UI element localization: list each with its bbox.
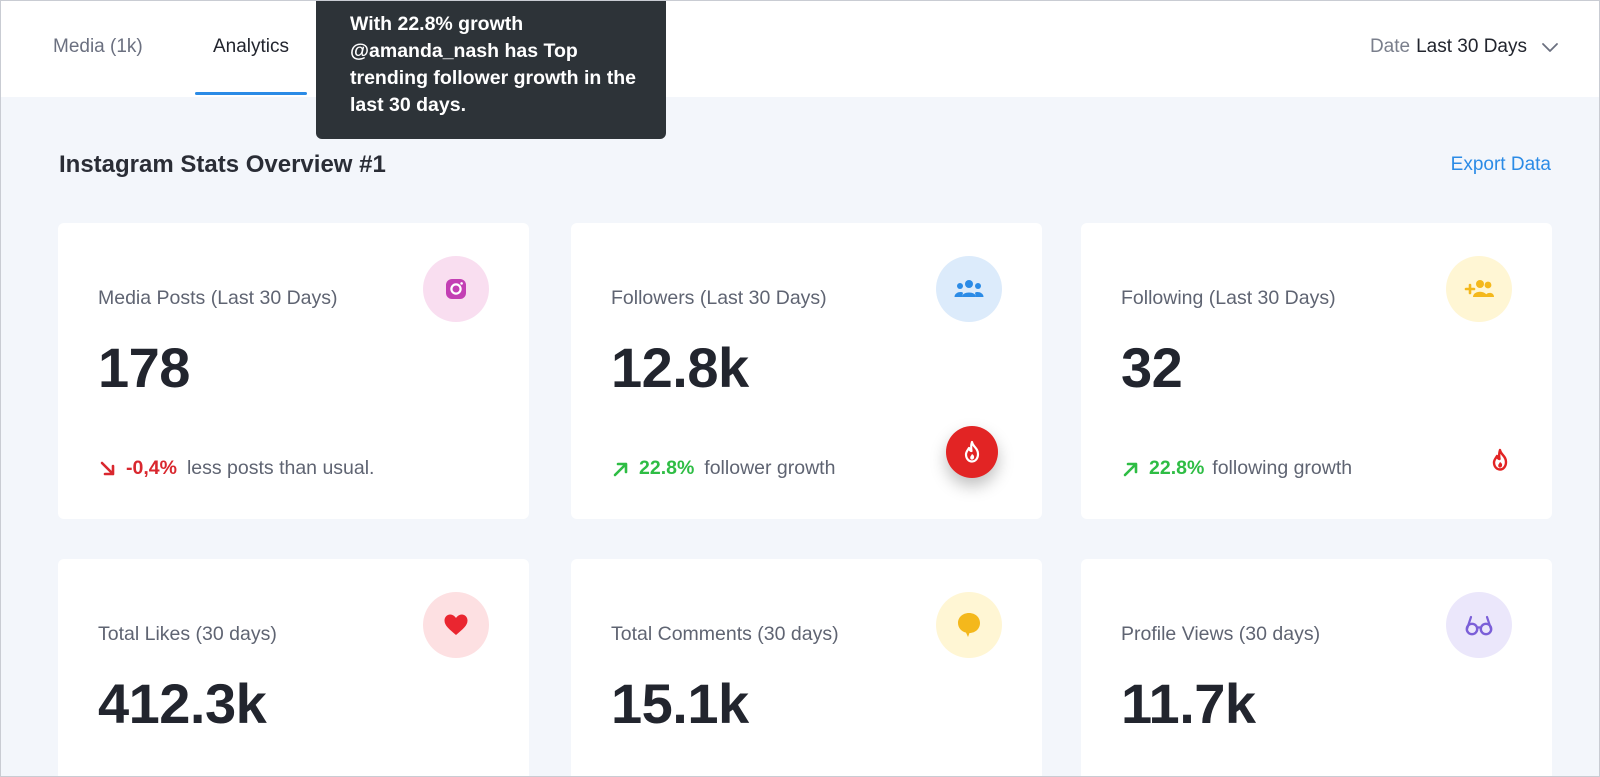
stat-value: 412.3k xyxy=(98,672,267,735)
date-filter-dropdown[interactable]: Date Last 30 Days xyxy=(1370,31,1559,63)
stat-value: 32 xyxy=(1121,336,1183,399)
trend-percent: 22.8% xyxy=(1149,457,1205,479)
stat-label: Following (Last 30 Days) xyxy=(1121,287,1336,309)
glasses-icon xyxy=(1446,592,1512,658)
trending-fire-button[interactable] xyxy=(946,426,998,478)
growth-tooltip: With 22.8% growth @amanda_nash has Top t… xyxy=(316,1,666,139)
stat-trend: -0,4% less posts than usual. xyxy=(98,457,374,480)
tab-analytics[interactable]: Analytics xyxy=(195,1,307,97)
export-data-link[interactable]: Export Data xyxy=(1450,154,1551,175)
top-bar: Media (1k) Analytics Date Last 30 Days xyxy=(1,1,1599,97)
stat-label: Profile Views (30 days) xyxy=(1121,623,1321,645)
heart-icon xyxy=(423,592,489,658)
date-filter-label: Date xyxy=(1369,36,1411,57)
add-users-icon xyxy=(1446,256,1512,322)
stat-trend: 22.8% follower growth xyxy=(611,457,835,480)
stat-trend: 22.8% following growth xyxy=(1121,457,1352,480)
arrow-up-right-icon xyxy=(1123,462,1138,476)
stat-card-followers: Followers (Last 30 Days) 12.8k 22.8% fol… xyxy=(571,223,1042,519)
active-tab-indicator xyxy=(195,92,307,95)
stat-card-total-likes: Total Likes (30 days) 412.3k xyxy=(58,559,529,776)
trend-percent: -0,4% xyxy=(126,457,177,479)
chevron-down-icon xyxy=(1542,43,1558,52)
stat-label: Total Comments (30 days) xyxy=(611,623,839,645)
stat-label: Media Posts (Last 30 Days) xyxy=(98,287,338,309)
fire-icon xyxy=(1486,445,1514,475)
page-title: Instagram Stats Overview #1 xyxy=(59,151,386,178)
comment-icon xyxy=(936,592,1002,658)
stat-value: 12.8k xyxy=(611,336,749,399)
stat-label: Followers (Last 30 Days) xyxy=(611,287,827,309)
trend-text: follower growth xyxy=(704,457,836,479)
stat-value: 178 xyxy=(98,336,190,399)
stat-label: Total Likes (30 days) xyxy=(98,623,277,645)
arrow-up-right-icon xyxy=(613,462,628,476)
stat-value: 11.7k xyxy=(1121,672,1256,735)
followers-icon xyxy=(936,256,1002,322)
stat-card-profile-views: Profile Views (30 days) 11.7k xyxy=(1081,559,1552,776)
stat-card-following: Following (Last 30 Days) 32 22.8% follow… xyxy=(1081,223,1552,519)
tab-analytics-label: Analytics xyxy=(212,36,290,57)
stat-card-media-posts: Media Posts (Last 30 Days) 178 -0,4% les… xyxy=(58,223,529,519)
trend-text: following growth xyxy=(1212,457,1353,479)
instagram-icon xyxy=(423,256,489,322)
stat-value: 15.1k xyxy=(611,672,749,735)
date-filter-value: Last 30 Days xyxy=(1416,36,1527,57)
trend-percent: 22.8% xyxy=(639,457,695,479)
stat-card-total-comments: Total Comments (30 days) 15.1k xyxy=(571,559,1042,776)
fire-icon xyxy=(964,440,980,463)
arrow-down-right-icon xyxy=(100,461,115,475)
tab-media[interactable]: Media (1k) xyxy=(53,36,143,57)
trend-text: less posts than usual. xyxy=(186,457,375,479)
